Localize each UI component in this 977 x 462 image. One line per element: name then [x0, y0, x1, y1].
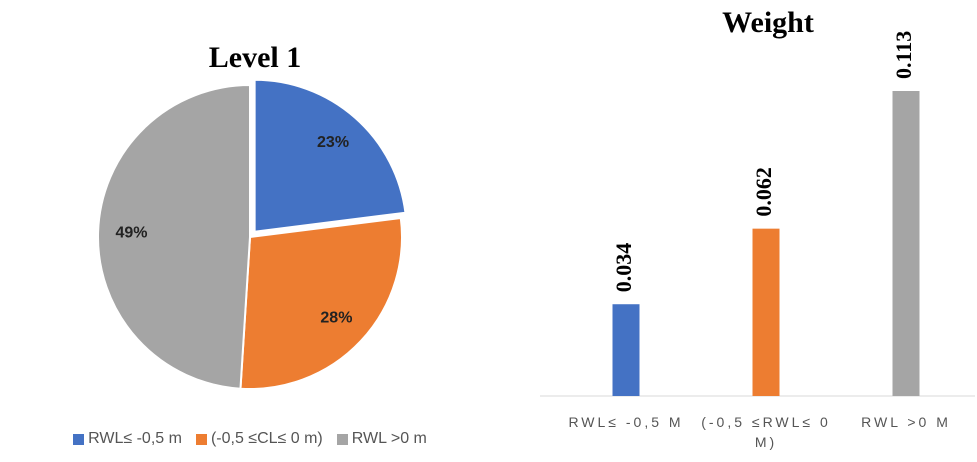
legend: RWL≤ -0,5 m (-0,5 ≤CL≤ 0 m) RWL >0 m — [0, 430, 500, 448]
pie-slice — [239, 216, 403, 390]
legend-label: RWL≤ -0,5 m — [88, 430, 182, 447]
x-tick-label: RWL >0 M — [861, 414, 951, 430]
bar — [612, 304, 640, 396]
x-tick-label: (-0,5 ≤RWL≤ 0 M) — [701, 414, 831, 450]
legend-item: RWL≤ -0,5 m — [73, 430, 182, 448]
bar-value-label: 0.062 — [751, 167, 776, 217]
legend-item: (-0,5 ≤CL≤ 0 m) — [195, 430, 323, 448]
bar — [752, 228, 780, 396]
bar-value-label: 0.113 — [891, 31, 916, 79]
legend-label: (-0,5 ≤CL≤ 0 m) — [210, 430, 323, 447]
pie-slice — [253, 78, 407, 233]
bar-value-label: 0.034 — [611, 243, 636, 293]
pie-label: 49% — [115, 224, 147, 241]
bar-title: Weight — [722, 6, 814, 39]
pie-label: 23% — [317, 134, 349, 151]
pie-title: Level 1 — [209, 41, 301, 74]
bar — [892, 91, 920, 396]
legend-swatch — [195, 433, 207, 445]
x-tick-label: RWL≤ -0,5 M — [568, 414, 684, 430]
legend-label: RWL >0 m — [351, 430, 427, 447]
pie-label: 28% — [320, 309, 352, 326]
legend-swatch — [73, 433, 85, 445]
legend-item: RWL >0 m — [336, 430, 427, 448]
pie-slice — [97, 83, 251, 390]
legend-swatch — [336, 433, 348, 445]
